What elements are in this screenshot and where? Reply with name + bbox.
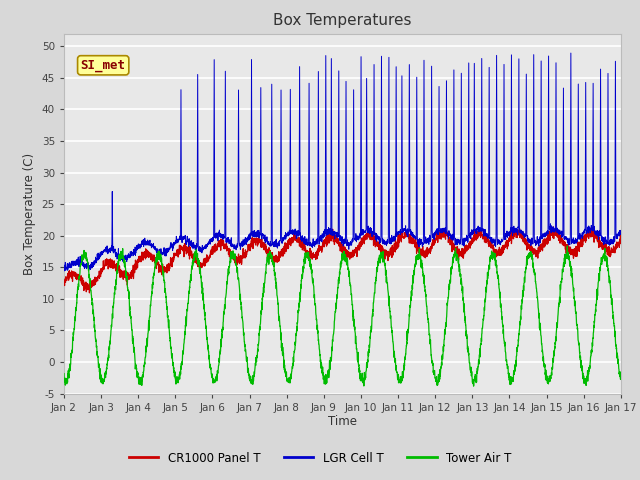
Legend: CR1000 Panel T, LGR Cell T, Tower Air T: CR1000 Panel T, LGR Cell T, Tower Air T: [124, 447, 516, 469]
Title: Box Temperatures: Box Temperatures: [273, 13, 412, 28]
Y-axis label: Box Temperature (C): Box Temperature (C): [23, 153, 36, 275]
X-axis label: Time: Time: [328, 415, 357, 429]
Text: SI_met: SI_met: [81, 59, 125, 72]
